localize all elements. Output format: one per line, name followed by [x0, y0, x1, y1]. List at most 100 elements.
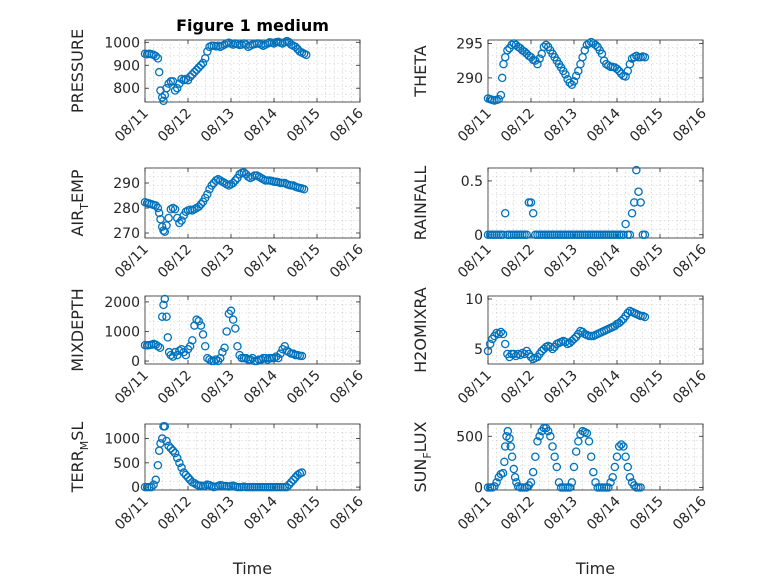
data-point [623, 308, 633, 318]
data-point [241, 353, 251, 363]
data-point [554, 478, 564, 487]
data-point [170, 448, 180, 458]
data-point [604, 483, 613, 492]
data-point [162, 83, 171, 93]
y-tick-label: 0.5 [461, 174, 483, 190]
x-tick-label: 08/14 [584, 367, 624, 407]
data-point [149, 480, 158, 489]
data-point [153, 203, 163, 213]
data-point [567, 478, 577, 487]
data-point [490, 482, 499, 491]
data-point [571, 447, 581, 456]
x-tick-label: 08/13 [541, 106, 581, 146]
data-point [569, 77, 579, 86]
data-point [617, 316, 626, 326]
data-point [571, 71, 581, 81]
data-point [533, 437, 542, 446]
data-point [231, 324, 240, 333]
data-point [492, 478, 501, 487]
subplot-row3-left: 0 1000 2000 08/11 08/12 08/13 08/14 08/15 08/16 M… [68, 288, 367, 407]
data-point [194, 316, 203, 326]
data-point [610, 462, 620, 472]
y-tick-label: 800 [113, 81, 140, 97]
data-point [222, 327, 231, 336]
x-tick-label: 08/12 [498, 106, 538, 146]
data-point [162, 221, 171, 230]
data-point [228, 315, 238, 324]
data-point [151, 201, 160, 210]
y-tick-label: 0 [474, 480, 483, 496]
x-tick-label: 08/12 [498, 242, 538, 282]
data-point [256, 355, 266, 364]
data-point [198, 330, 208, 339]
data-point [299, 184, 309, 194]
y-tick-label: 290 [456, 71, 483, 87]
data-point [203, 189, 212, 199]
x-tick-label: 08/14 [241, 241, 281, 281]
data-point [606, 478, 615, 487]
subplot-row2-left: 270 280 290 08/11 08/12 08/13 08/14 08/15 08/16 A… [68, 167, 367, 282]
data-point [629, 52, 639, 62]
data-point [177, 216, 186, 225]
data-point [621, 452, 630, 461]
data-point [282, 482, 292, 492]
data-point [636, 483, 645, 492]
x-tick-label: 08/16 [327, 493, 367, 533]
x-tick-label: 08/12 [155, 368, 195, 408]
x-tick-label: 08/11 [455, 368, 495, 408]
data-point [621, 219, 630, 229]
data-point [535, 54, 544, 63]
x-tick-label: 08/11 [455, 494, 495, 534]
data-point [175, 458, 184, 468]
data-point [516, 350, 525, 360]
data-point [625, 230, 635, 240]
data-point [153, 342, 163, 351]
y-axis-label: H2OMIXRA [411, 287, 430, 373]
data-point [153, 54, 163, 63]
data-point [297, 351, 307, 361]
data-point [179, 468, 188, 477]
y-axis-label: TERRMSL [68, 422, 91, 494]
y-tick-label: 280 [113, 201, 140, 217]
data-point [500, 442, 510, 451]
data-point [621, 72, 630, 81]
data-point [194, 202, 203, 211]
data-point [181, 470, 191, 480]
data-point [584, 437, 594, 446]
data-point [612, 64, 622, 74]
data-point [565, 78, 574, 87]
data-point [172, 453, 182, 463]
data-point [160, 422, 170, 431]
y-tick-label: 5 [474, 342, 483, 358]
data-point [228, 178, 238, 188]
data-point [625, 472, 635, 482]
data-point [207, 181, 216, 190]
x-tick-label: 08/15 [284, 368, 324, 408]
x-tick-label: 08/11 [455, 242, 495, 282]
x-tick-label: 08/12 [155, 242, 195, 282]
y-tick-label: 500 [113, 456, 140, 472]
x-tick-label: 08/15 [627, 106, 667, 146]
data-point [301, 50, 311, 60]
data-point [494, 329, 503, 339]
data-point [494, 94, 503, 104]
x-tick-label: 08/13 [198, 368, 238, 408]
data-point [200, 342, 210, 351]
data-point [196, 199, 206, 209]
subplot-bottom-left: 0 500 1000 08/11 08/12 08/13 08/14 08/15 08/16 TE… [68, 422, 367, 578]
data-point [535, 432, 544, 441]
subplot-top-left: 800 900 1000 08/11 08/12 08/13 08/14 08/15 08/16… [68, 16, 367, 145]
data-point [543, 426, 553, 436]
axes-background [487, 167, 704, 239]
data-point [526, 478, 536, 487]
data-point [218, 347, 227, 357]
data-point [177, 463, 186, 472]
x-tick-label: 08/11 [112, 368, 152, 408]
data-point [496, 90, 506, 100]
data-point [196, 321, 206, 330]
y-tick-label: 270 [113, 226, 140, 242]
data-point [162, 436, 171, 446]
data-point [632, 51, 641, 61]
data-point [526, 198, 536, 207]
